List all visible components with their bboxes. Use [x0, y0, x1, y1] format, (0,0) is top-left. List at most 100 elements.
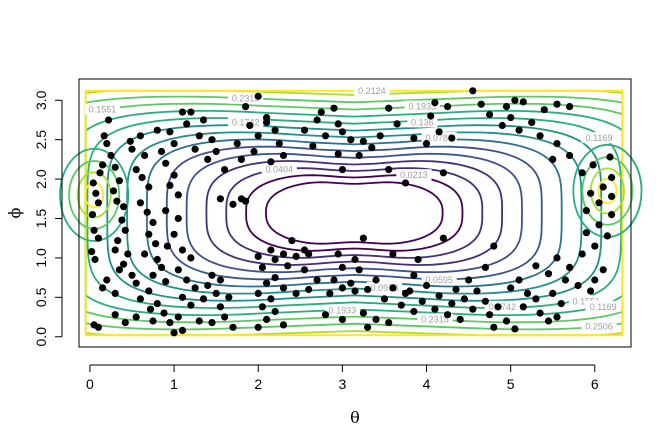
contour-label-bg	[261, 163, 297, 175]
contour-label: 0.0786	[425, 133, 453, 143]
data-point	[103, 140, 111, 148]
data-point	[321, 311, 330, 319]
contour-line	[84, 89, 624, 337]
data-point	[166, 181, 174, 189]
data-point	[208, 271, 216, 279]
data-point	[439, 169, 447, 177]
data-point	[566, 103, 574, 111]
data-point	[389, 284, 397, 292]
data-point	[587, 189, 595, 197]
data-point	[338, 128, 346, 136]
data-point	[608, 211, 616, 219]
data-point	[540, 106, 548, 114]
data-point	[166, 319, 174, 327]
data-point	[149, 271, 157, 279]
data-point	[128, 271, 136, 279]
data-point	[553, 313, 561, 321]
data-point	[599, 183, 607, 191]
contour-label-bg	[366, 281, 403, 293]
data-point	[132, 279, 140, 287]
data-point	[582, 229, 591, 237]
data-point	[271, 307, 279, 316]
data-point	[115, 266, 123, 274]
data-point	[221, 166, 229, 174]
data-point	[300, 126, 309, 134]
data-point	[317, 108, 325, 116]
contour-line	[245, 174, 464, 252]
data-point	[279, 151, 288, 160]
data-point	[100, 132, 108, 140]
contour-peak-line	[59, 147, 130, 242]
data-point	[263, 114, 271, 122]
data-point	[145, 183, 153, 191]
data-point	[431, 99, 439, 107]
data-point	[94, 234, 102, 242]
data-point	[528, 118, 536, 126]
data-point	[114, 237, 122, 245]
data-point	[267, 246, 275, 254]
data-point	[422, 140, 431, 148]
contour-labels: 0.0404 0.0213 0.0595 0.0786 0.0978 0.1169 0.13…	[84, 84, 621, 332]
data-point	[368, 144, 376, 152]
data-point	[178, 293, 187, 301]
data-point	[149, 317, 157, 325]
data-point	[89, 179, 97, 187]
data-point	[254, 132, 262, 140]
data-point	[216, 195, 224, 203]
contour-label-bg	[228, 92, 264, 104]
data-point	[103, 276, 111, 284]
data-point	[99, 161, 107, 169]
data-point	[511, 325, 519, 333]
data-point	[385, 104, 393, 112]
data-point	[237, 195, 245, 203]
contour-peak-line	[589, 167, 626, 215]
data-point	[163, 242, 171, 250]
data-point	[233, 140, 241, 148]
data-point	[91, 255, 99, 264]
data-point	[212, 147, 220, 156]
data-point	[170, 329, 178, 337]
data-point	[157, 147, 166, 156]
data-point	[410, 271, 418, 279]
data-point	[170, 140, 178, 148]
data-point	[166, 128, 174, 136]
data-point	[305, 285, 313, 294]
data-point	[229, 323, 237, 331]
x-tick-label: 4	[423, 376, 431, 392]
data-point	[111, 246, 119, 254]
x-tick-label: 6	[591, 376, 599, 392]
contour-label-bg	[324, 304, 360, 316]
x-tick-label: 3	[338, 376, 346, 392]
data-point	[481, 263, 489, 271]
data-point	[313, 276, 321, 284]
x-tick-label: 1	[170, 376, 178, 392]
data-point	[292, 289, 300, 297]
data-point	[595, 199, 603, 207]
data-point	[444, 311, 452, 319]
data-point	[313, 116, 321, 124]
data-point	[162, 159, 170, 167]
data-point	[515, 126, 523, 134]
data-point	[153, 255, 161, 264]
contour-label-bg	[581, 132, 617, 144]
data-point	[263, 315, 271, 323]
data-point	[90, 226, 98, 234]
data-point	[124, 250, 132, 258]
data-point	[448, 300, 456, 308]
data-point	[195, 317, 203, 325]
data-point	[88, 248, 96, 256]
data-point	[435, 128, 443, 136]
contour-label-bg	[484, 300, 520, 312]
data-point	[107, 151, 115, 160]
data-point	[258, 303, 266, 311]
data-point	[96, 169, 104, 177]
y-tick-label: 0.0	[33, 327, 49, 347]
data-point	[263, 279, 271, 287]
data-point	[519, 98, 527, 106]
contour-label-bg	[421, 132, 457, 144]
data-point	[587, 287, 595, 295]
data-point	[254, 323, 262, 331]
data-point	[490, 242, 498, 250]
y-tick-label: 1.5	[33, 209, 49, 229]
data-point	[120, 260, 128, 268]
